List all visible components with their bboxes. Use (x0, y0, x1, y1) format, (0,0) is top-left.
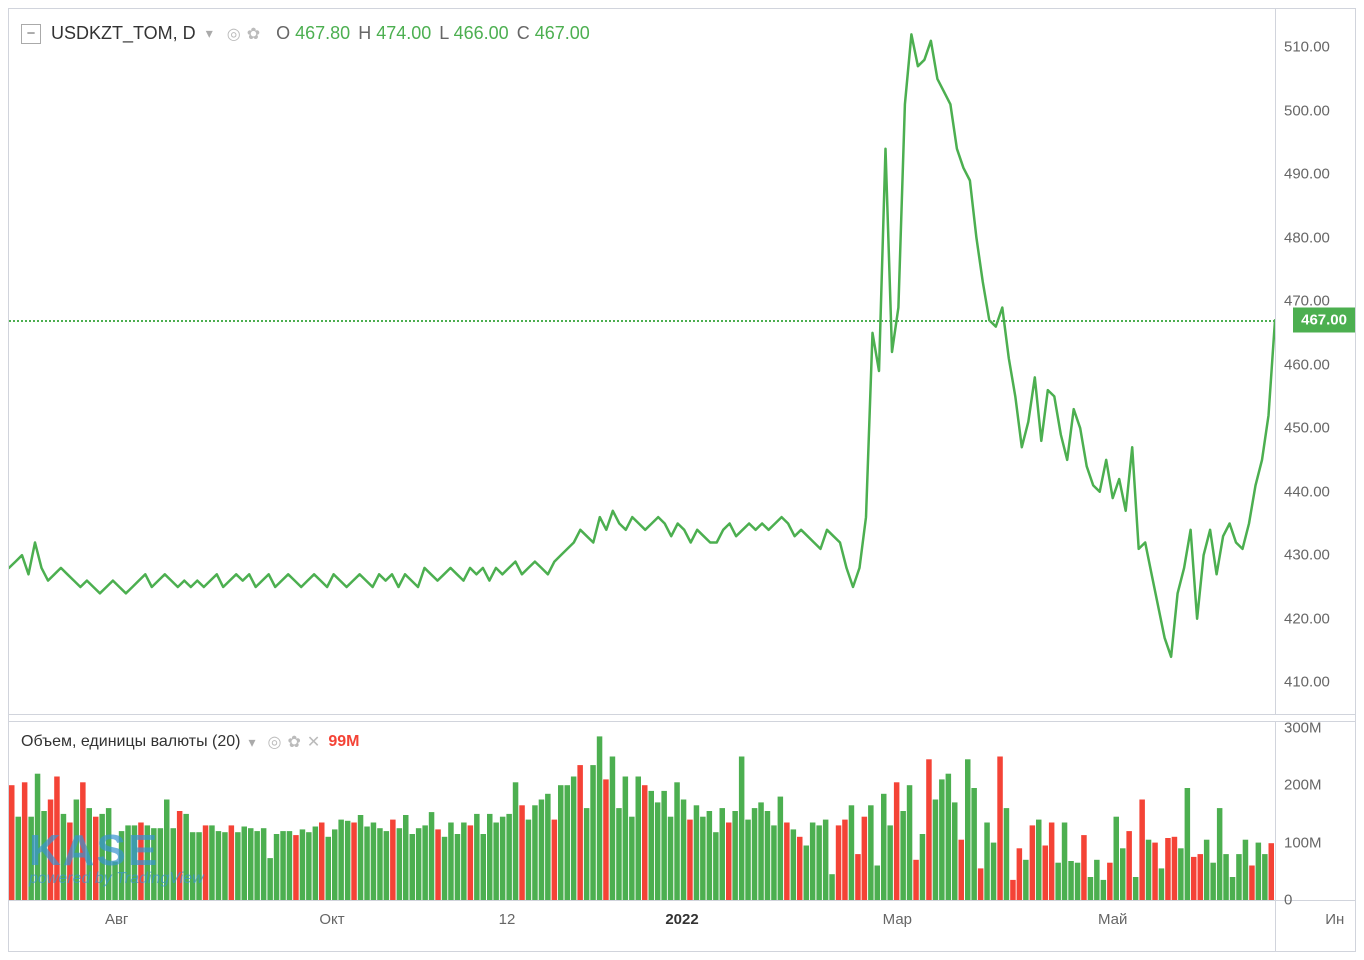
price-y-tick: 490.00 (1284, 166, 1330, 183)
volume-chart-area[interactable]: Объем, единицы валюты (20) ▾ ◎ ✿ ✕ 99M K… (9, 722, 1275, 900)
gear-icon[interactable]: ✿ (247, 24, 260, 44)
price-line-chart[interactable] (9, 9, 1275, 714)
volume-title[interactable]: Объем, единицы валюты (20) (21, 733, 241, 751)
price-y-axis[interactable]: 467.00 410.00 420.00 430.00 440.00 450.00 460… (1275, 9, 1355, 714)
price-y-tick: 430.00 (1284, 547, 1330, 564)
time-axis-labels: АвгОкт122022МарМайИн (9, 901, 1355, 951)
volume-y-tick: 100M (1284, 834, 1322, 851)
volume-y-tick: 300M (1284, 719, 1322, 736)
current-price-badge: 467.00 (1293, 308, 1355, 333)
time-axis[interactable]: АвгОкт122022МарМайИн (9, 901, 1355, 951)
volume-y-axis[interactable]: 0100M200M300M (1275, 722, 1355, 900)
price-y-tick: 510.00 (1284, 39, 1330, 56)
low-value: 466.00 (454, 23, 509, 43)
price-y-tick: 450.00 (1284, 420, 1330, 437)
close-label: C (517, 23, 530, 43)
watermark-subtitle: powered by TradingView (29, 870, 204, 888)
time-axis-label: 2022 (665, 911, 698, 928)
price-pane[interactable]: − USDKZT_TOM, D ▾ ◎ ✿ O 467.80 H 474.00 … (9, 9, 1355, 715)
high-label: H (358, 23, 371, 43)
time-axis-label: Окт (319, 911, 344, 928)
collapse-icon[interactable]: − (21, 24, 41, 44)
chart-container: − USDKZT_TOM, D ▾ ◎ ✿ O 467.80 H 474.00 … (8, 8, 1356, 952)
volume-legend: Объем, единицы валюты (20) ▾ ◎ ✿ ✕ 99M (21, 732, 359, 752)
time-axis-spacer (1275, 901, 1355, 951)
price-y-tick: 500.00 (1284, 102, 1330, 119)
ohlc-display: O 467.80 H 474.00 L 466.00 C 467.00 (276, 23, 590, 44)
price-y-tick: 420.00 (1284, 610, 1330, 627)
time-axis-label: Май (1098, 911, 1127, 928)
volume-y-tick: 200M (1284, 777, 1322, 794)
price-chart-area[interactable]: − USDKZT_TOM, D ▾ ◎ ✿ O 467.80 H 474.00 … (9, 9, 1275, 714)
price-y-tick: 480.00 (1284, 229, 1330, 246)
time-axis-label: 12 (499, 911, 516, 928)
high-value: 474.00 (376, 23, 431, 43)
chevron-down-icon[interactable]: ▾ (206, 25, 213, 42)
time-axis-label: Авг (105, 911, 128, 928)
volume-pane[interactable]: Объем, единицы валюты (20) ▾ ◎ ✿ ✕ 99M K… (9, 721, 1355, 901)
current-price-line (9, 320, 1275, 322)
price-legend: − USDKZT_TOM, D ▾ ◎ ✿ O 467.80 H 474.00 … (21, 23, 590, 44)
gear-icon[interactable]: ✿ (288, 732, 301, 752)
watermark-brand: KASE (29, 826, 204, 876)
eye-icon[interactable]: ◎ (268, 732, 282, 752)
price-y-tick: 460.00 (1284, 356, 1330, 373)
eye-icon[interactable]: ◎ (227, 24, 241, 44)
price-y-tick: 410.00 (1284, 674, 1330, 691)
close-icon[interactable]: ✕ (307, 732, 320, 752)
symbol-title[interactable]: USDKZT_TOM, D (51, 23, 196, 44)
watermark: KASE powered by TradingView (29, 826, 204, 888)
open-value: 467.80 (295, 23, 350, 43)
time-axis-label: Мар (883, 911, 912, 928)
price-y-tick: 440.00 (1284, 483, 1330, 500)
volume-current-value: 99M (328, 733, 359, 751)
low-label: L (439, 23, 448, 43)
chevron-down-icon[interactable]: ▾ (249, 734, 256, 751)
open-label: O (276, 23, 290, 43)
close-value: 467.00 (535, 23, 590, 43)
